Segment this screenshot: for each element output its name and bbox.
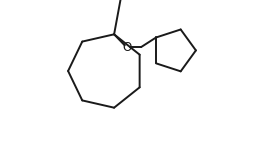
Text: O: O bbox=[122, 41, 131, 54]
